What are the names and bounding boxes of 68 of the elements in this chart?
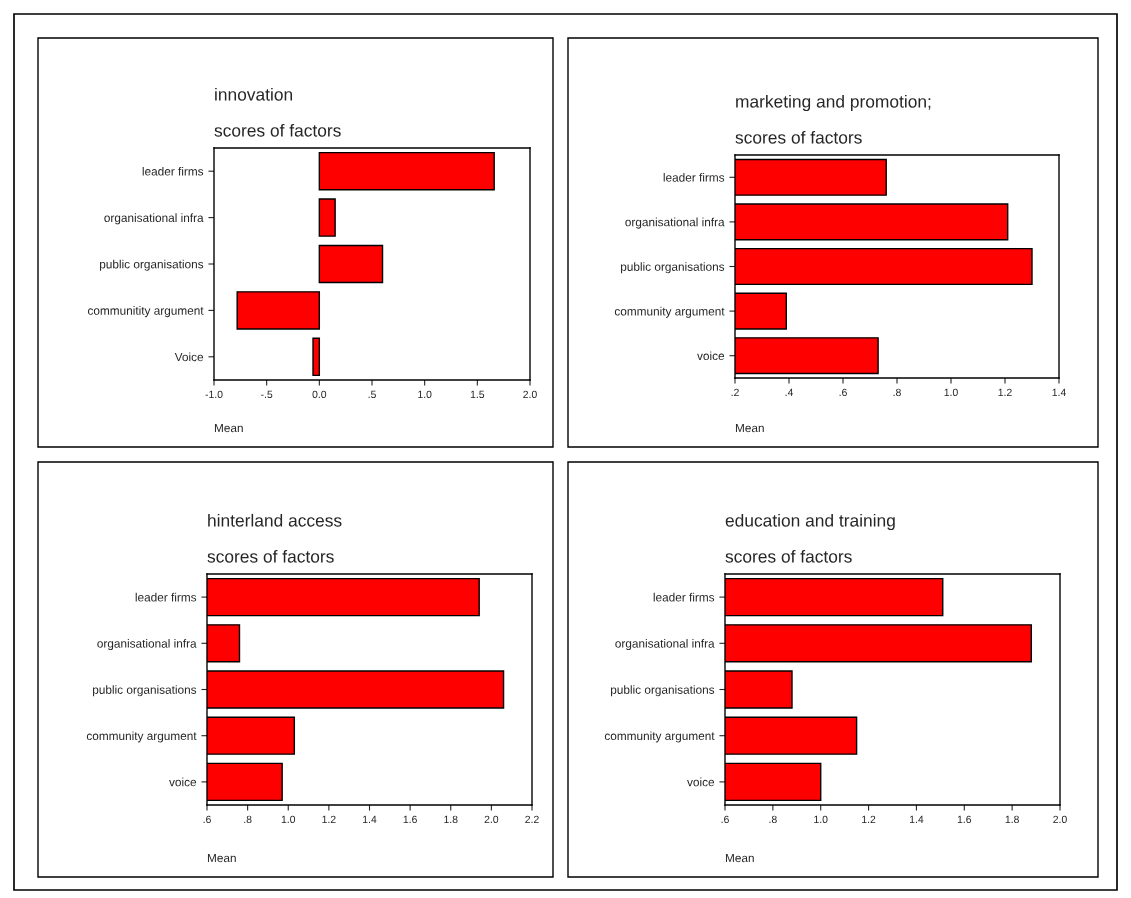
y-tick-label: Voice [174, 352, 204, 362]
y-tick-label: community argument [604, 731, 715, 743]
bar [312, 337, 321, 377]
y-tick-label: voice [169, 777, 197, 787]
x-tick-label: 2.0 [523, 390, 537, 399]
chart-title: innovation [215, 87, 293, 101]
x-tick-label: 1.2 [862, 815, 876, 823]
x-tick-label: 0.0 [312, 390, 327, 399]
y-tick-label: leader firms [653, 592, 715, 602]
x-tick-label: 1.6 [957, 815, 972, 824]
x-tick-label: -1.0 [205, 390, 223, 399]
x-tick-label: 2.2 [525, 815, 539, 823]
y-tick-label: organisational infra [104, 213, 204, 225]
y-tick-label: organisational infra [615, 639, 715, 651]
y-tick-label: voice [687, 777, 715, 787]
y-tick-label: leader firms [142, 166, 204, 176]
y-tick-label: organisational infra [625, 217, 725, 229]
x-tick-label: .8 [244, 815, 252, 824]
chart-subtitle: scores of factors [725, 549, 852, 563]
x-tick-label: 1.4 [909, 815, 924, 823]
y-tick-label: leader firms [663, 173, 725, 182]
x-tick-label: 2.0 [484, 815, 499, 824]
y-tick-label: leader firms [135, 592, 197, 602]
chart-subtitle: scores of factors [207, 549, 334, 563]
bar [318, 244, 384, 284]
y-tick-label: voice [697, 351, 725, 361]
x-axis-title: Mean [725, 853, 754, 863]
x-tick-label: .8 [893, 388, 901, 397]
chart-title: education and training [725, 513, 895, 531]
chart-subtitle: scores of factors [214, 123, 341, 137]
y-tick-label: public organisations [100, 259, 204, 271]
chart-subtitle: scores of factors [735, 130, 862, 144]
x-axis-title: Mean [735, 423, 764, 433]
x-tick-label: 1.0 [418, 390, 432, 399]
x-tick-label: -.5 [261, 390, 273, 399]
x-tick-label: 1.2 [322, 815, 336, 823]
x-tick-label: 1.4 [1052, 388, 1066, 396]
bar [236, 291, 321, 330]
x-tick-label: 1.0 [814, 815, 828, 824]
chart-title: marketing and promotion; [736, 94, 931, 112]
x-tick-label: .6 [721, 815, 729, 824]
y-tick-label: communitity argument [87, 306, 204, 318]
y-tick-label: public organisations [621, 262, 725, 274]
y-tick-label: public organisations [93, 685, 197, 697]
bar [318, 198, 336, 237]
chart-title: hinterland access [208, 513, 342, 527]
x-tick-label: 1.2 [998, 388, 1012, 396]
x-tick-label: 1.0 [944, 388, 958, 397]
x-tick-label: 2.0 [1053, 815, 1067, 824]
x-tick-label: 1.5 [470, 390, 485, 399]
x-tick-label: .6 [203, 815, 211, 824]
x-tick-label: .8 [769, 815, 777, 824]
x-axis-title: Mean [214, 423, 243, 433]
x-tick-label: .5 [368, 390, 376, 399]
x-tick-label: .2 [731, 388, 739, 396]
x-tick-label: 1.0 [281, 815, 296, 824]
x-tick-label: 1.8 [1005, 815, 1019, 824]
y-tick-label: community argument [86, 731, 197, 743]
bar [318, 151, 495, 191]
x-axis-title: Mean [207, 853, 236, 863]
x-tick-label: 1.4 [363, 815, 377, 823]
x-tick-label: 1.8 [444, 815, 458, 824]
y-tick-label: organisational infra [97, 639, 197, 651]
x-tick-label: .4 [785, 388, 794, 396]
x-tick-label: 1.6 [403, 815, 417, 824]
x-tick-label: .6 [839, 388, 847, 397]
y-tick-label: public organisations [611, 685, 715, 697]
y-tick-label: community argument [614, 306, 725, 318]
